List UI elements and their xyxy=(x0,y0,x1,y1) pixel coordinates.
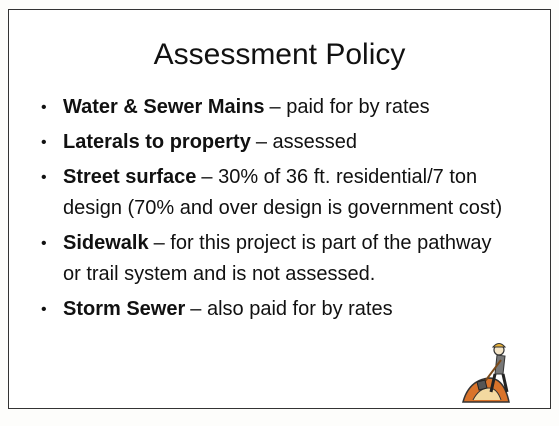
page: Assessment Policy Water & Sewer Mains– p… xyxy=(0,0,559,426)
bullet: Street surface– 30% of 36 ft. residentia… xyxy=(41,162,511,224)
bullet: Sidewalk– for this project is part of th… xyxy=(41,228,511,290)
bullet-term: Water & Sewer Mains xyxy=(63,96,265,118)
bullet-text: – assessed xyxy=(256,131,357,153)
bullet: Storm Sewer– also paid for by rates xyxy=(41,294,511,325)
bullet-text: – paid for by rates xyxy=(270,96,430,118)
bullet-term: Storm Sewer xyxy=(63,298,185,320)
worker-clipart xyxy=(459,340,529,405)
bullet-text: – also paid for by rates xyxy=(190,298,392,320)
bullet-term: Street surface xyxy=(63,166,196,188)
bullet-term: Sidewalk xyxy=(63,232,149,254)
bullet-list: Water & Sewer Mains– paid for by rates L… xyxy=(41,92,511,329)
bullet: Water & Sewer Mains– paid for by rates xyxy=(41,92,511,123)
bullet: Laterals to property– assessed xyxy=(41,127,511,158)
bullet-term: Laterals to property xyxy=(63,131,251,153)
slide: Assessment Policy Water & Sewer Mains– p… xyxy=(8,9,551,409)
slide-title: Assessment Policy xyxy=(9,38,550,72)
